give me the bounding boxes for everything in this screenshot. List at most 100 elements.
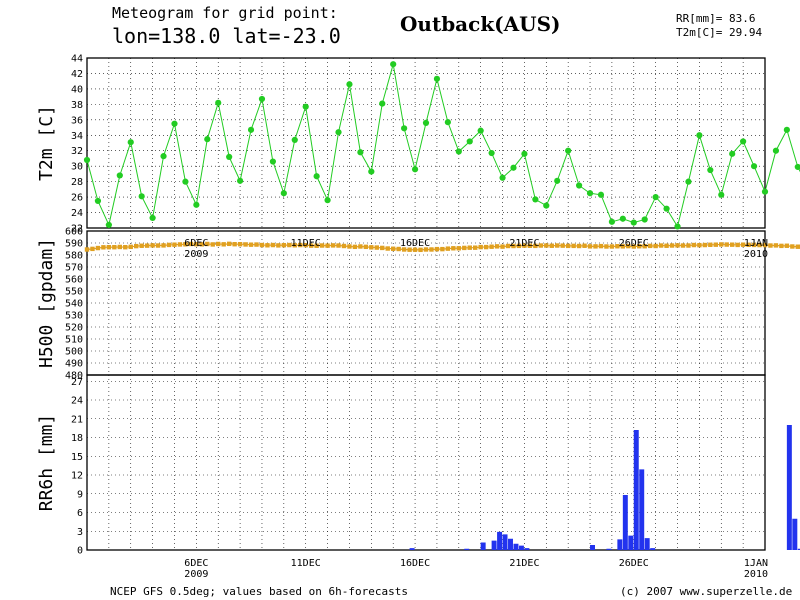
data-point [783, 126, 790, 133]
y-tick-label: 480 [65, 371, 83, 382]
data-point [510, 164, 517, 171]
title-line-2: lon=138.0 lat=-23.0 [112, 24, 341, 48]
data-point [385, 246, 390, 251]
data-point [313, 173, 320, 180]
data-point [199, 242, 205, 247]
x-tick-year: 2010 [744, 249, 768, 260]
data-point [341, 243, 347, 249]
data-point [182, 178, 189, 185]
data-point [586, 190, 594, 197]
data-point [587, 244, 593, 249]
y-tick-label: 590 [65, 239, 83, 250]
data-point [488, 149, 495, 157]
data-point [422, 119, 430, 127]
rain-bar [518, 545, 524, 550]
y-tick-label: 40 [71, 84, 83, 95]
data-point [773, 243, 779, 248]
data-point [784, 243, 790, 248]
data-point [94, 197, 102, 205]
data-point [423, 247, 429, 252]
data-point [619, 215, 626, 222]
data-point [95, 245, 101, 251]
data-point [325, 243, 330, 248]
data-point [116, 172, 123, 179]
data-point [194, 242, 199, 247]
data-point [795, 244, 800, 249]
x-tick-label: 6DEC [184, 238, 208, 249]
data-point [555, 243, 560, 248]
y-tick-label: 570 [65, 263, 83, 274]
y-tick-label: 22 [71, 224, 83, 235]
x-tick-label: 1JAN [744, 238, 768, 249]
x-tick-label: 26DEC [619, 558, 649, 569]
data-point [499, 174, 506, 181]
data-point [418, 247, 423, 253]
x-tick-label: 26DEC [619, 238, 649, 249]
y-tick-label: 21 [71, 414, 83, 425]
rain-bar [622, 495, 628, 550]
data-point [560, 243, 565, 248]
panel-frame [86, 374, 766, 551]
data-point [554, 177, 561, 184]
y-tick-label: 15 [71, 452, 83, 463]
data-point [357, 149, 364, 156]
data-point [762, 242, 768, 248]
data-point [83, 156, 91, 164]
data-point [543, 202, 550, 209]
data-point [751, 242, 757, 248]
data-point [204, 136, 211, 143]
data-point [226, 153, 233, 161]
data-point [445, 246, 451, 251]
data-point [729, 242, 735, 247]
y-tick-label: 550 [65, 287, 83, 298]
data-point [433, 75, 441, 82]
data-point [647, 243, 653, 249]
data-point [685, 178, 692, 185]
y-tick-label: 36 [71, 115, 83, 126]
y-tick-label: 28 [71, 177, 83, 188]
rain-bar [644, 538, 650, 550]
data-point [718, 191, 725, 198]
data-point [444, 119, 451, 126]
data-point [172, 242, 177, 247]
data-point [686, 243, 691, 248]
data-point [287, 242, 292, 248]
data-point [236, 177, 244, 184]
data-point [308, 243, 314, 248]
data-point [259, 242, 265, 248]
data-point [134, 243, 139, 249]
data-point [247, 126, 255, 133]
data-point [790, 244, 795, 249]
rain-bar [633, 430, 639, 550]
y-tick-label: 500 [65, 347, 83, 358]
data-point [390, 246, 396, 251]
data-point [166, 242, 172, 248]
data-point [779, 243, 784, 249]
data-point [652, 193, 659, 201]
data-point [380, 245, 385, 251]
y-axis-label: RR6h [mm] [36, 414, 57, 512]
data-point [412, 247, 418, 252]
data-point [761, 188, 769, 195]
data-point [729, 150, 736, 157]
data-point [139, 243, 144, 248]
data-point [155, 243, 161, 248]
y-tick-label: 6 [77, 508, 83, 519]
y-axis-label: T2m [C] [36, 105, 57, 181]
data-point [593, 244, 598, 249]
data-point [265, 243, 270, 248]
y-tick-label: 490 [65, 359, 83, 370]
rain-bar [497, 531, 503, 550]
y-tick-label: 42 [71, 69, 83, 80]
data-point [232, 242, 237, 247]
data-point [522, 243, 527, 248]
data-point [363, 244, 369, 250]
data-point [303, 242, 308, 248]
data-point [489, 244, 494, 249]
data-point [575, 182, 583, 189]
data-point [456, 246, 462, 251]
data-point [713, 242, 718, 247]
data-point [516, 243, 522, 249]
